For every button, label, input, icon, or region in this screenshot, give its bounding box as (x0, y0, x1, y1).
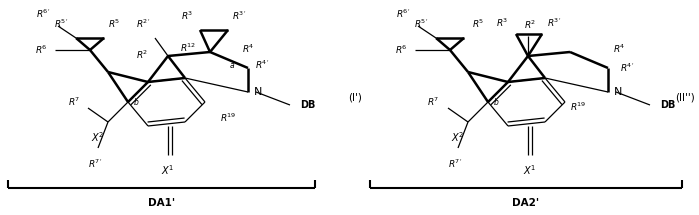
Text: $a$: $a$ (229, 60, 235, 69)
Text: $R^{5}$: $R^{5}$ (472, 18, 484, 30)
Text: DA1': DA1' (148, 198, 175, 208)
Text: $R^{4}$: $R^{4}$ (242, 43, 254, 55)
Text: (II''): (II'') (675, 93, 695, 103)
Text: $X^{2}$: $X^{2}$ (91, 130, 104, 144)
Text: $R^{4'}$: $R^{4'}$ (620, 62, 634, 74)
Text: $R^{2}$: $R^{2}$ (136, 49, 148, 61)
Text: $R^{3}$: $R^{3}$ (496, 17, 508, 29)
Text: $R^{3'}$: $R^{3'}$ (232, 10, 246, 22)
Text: N: N (254, 87, 262, 97)
Text: $b$: $b$ (133, 96, 140, 107)
Text: $R^{3}$: $R^{3}$ (180, 10, 193, 22)
Text: $R^{6}$: $R^{6}$ (36, 44, 48, 56)
Text: $R^{6'}$: $R^{6'}$ (396, 8, 410, 20)
Text: $b$: $b$ (493, 96, 500, 107)
Text: $X^{2}$: $X^{2}$ (451, 130, 464, 144)
Text: $R^{6'}$: $R^{6'}$ (36, 8, 50, 20)
Text: (I'): (I') (348, 93, 362, 103)
Text: $R^{7'}$: $R^{7'}$ (88, 158, 102, 170)
Text: $R^{4'}$: $R^{4'}$ (255, 59, 269, 71)
Text: $R^{4}$: $R^{4}$ (613, 43, 626, 55)
Text: $R^{12}$: $R^{12}$ (180, 42, 196, 54)
Text: $R^{7}$: $R^{7}$ (68, 96, 80, 108)
Text: N: N (614, 87, 622, 97)
Text: $X^{1}$: $X^{1}$ (524, 163, 537, 177)
Text: $R^{7}$: $R^{7}$ (426, 96, 439, 108)
Text: $R^{5'}$: $R^{5'}$ (54, 18, 68, 30)
Text: $R^{5'}$: $R^{5'}$ (414, 18, 428, 30)
Text: $R^{19}$: $R^{19}$ (220, 112, 236, 124)
Text: $R^{5}$: $R^{5}$ (108, 18, 120, 30)
Text: $R^{7'}$: $R^{7'}$ (448, 158, 462, 170)
Text: $R^{6}$: $R^{6}$ (396, 44, 408, 56)
Text: $R^{3'}$: $R^{3'}$ (547, 17, 561, 29)
Text: $R^{2'}$: $R^{2'}$ (136, 18, 150, 30)
Text: DB: DB (660, 100, 675, 110)
Text: DA2': DA2' (512, 198, 540, 208)
Text: $X^{1}$: $X^{1}$ (161, 163, 175, 177)
Text: $R^{2}$: $R^{2}$ (524, 19, 536, 31)
Text: DB: DB (300, 100, 315, 110)
Text: $R^{19}$: $R^{19}$ (570, 101, 586, 113)
